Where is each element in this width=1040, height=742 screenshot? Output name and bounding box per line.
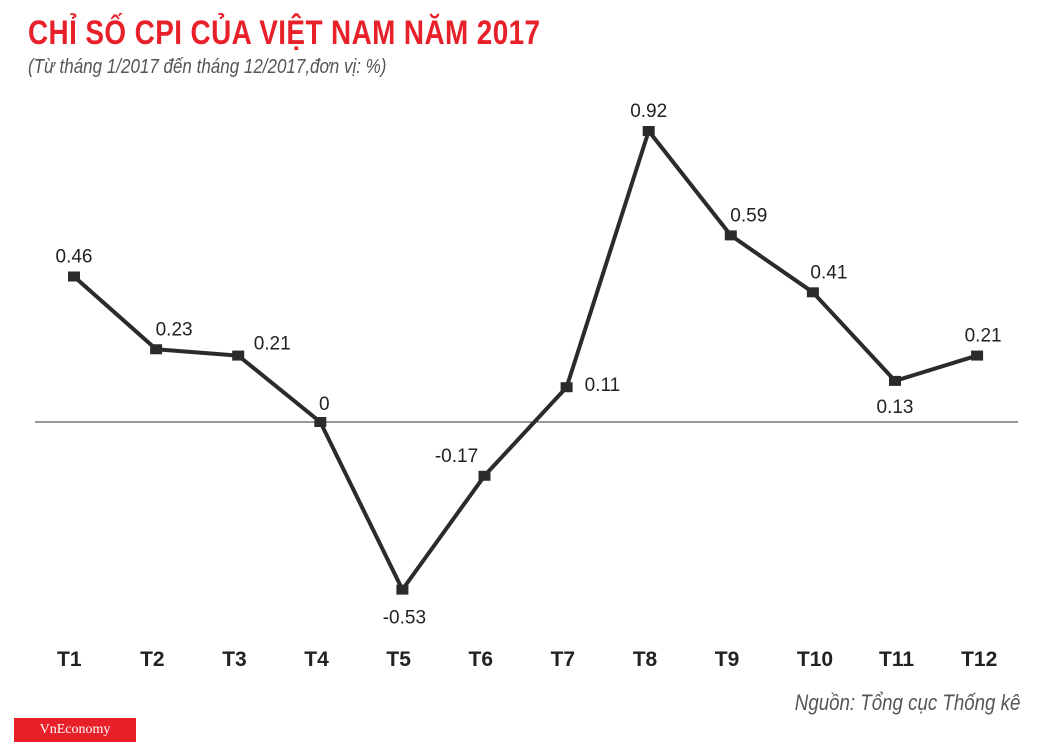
data-point-T9	[724, 230, 737, 241]
data-point-T2	[150, 344, 163, 355]
data-label-T2: 0.23	[156, 319, 193, 340]
data-label-T12: 0.21	[965, 326, 1002, 347]
data-point-T5	[396, 584, 409, 595]
data-point-T6	[478, 470, 491, 481]
chart-title: CHỈ SỐ CPI CỦA VIỆT NAM NĂM 2017	[28, 14, 541, 52]
x-tick-label-T3: T3	[222, 648, 247, 671]
vneconomy-logo: VnEconomy	[14, 718, 136, 742]
x-tick-label-T8: T8	[633, 648, 658, 671]
series-line	[72, 129, 978, 592]
data-label-T7: 0.11	[585, 375, 621, 396]
data-point-T11	[889, 375, 901, 386]
data-label-T8: 0.92	[630, 101, 667, 122]
source-note: Nguồn: Tổng cục Thống kê	[794, 690, 1020, 715]
x-tick-label-T11: T11	[879, 648, 914, 671]
data-label-T1: 0.46	[56, 247, 93, 268]
x-tick-label-T6: T6	[469, 648, 494, 671]
data-label-T10: 0.41	[810, 262, 847, 283]
x-tick-label-T5: T5	[386, 648, 411, 671]
x-tick-label-T2: T2	[140, 648, 165, 671]
data-point-T3	[232, 350, 245, 361]
data-label-T3: 0.21	[254, 334, 291, 355]
x-tick-label-T4: T4	[304, 648, 329, 671]
x-tick-label-T1: T1	[57, 648, 82, 671]
data-point-T4	[314, 417, 327, 427]
x-tick-label-T12: T12	[961, 648, 997, 671]
x-tick-label-T9: T9	[715, 648, 740, 671]
data-label-T4: 0	[319, 394, 330, 415]
x-tick-label-T7: T7	[551, 648, 576, 671]
data-point-T7	[560, 382, 573, 393]
data-point-T12	[971, 350, 984, 361]
data-point-T8	[642, 126, 655, 137]
data-label-T9: 0.59	[730, 205, 767, 226]
data-point-T1	[68, 271, 80, 282]
data-label-T5: -0.53	[383, 608, 426, 629]
x-tick-label-T10: T10	[797, 648, 833, 671]
chart-subtitle: (Từ tháng 1/2017 đến tháng 12/2017,đơn v…	[28, 56, 387, 78]
data-label-T11: 0.13	[877, 397, 914, 418]
data-point-T10	[806, 287, 819, 298]
data-label-T6: -0.17	[435, 446, 478, 467]
